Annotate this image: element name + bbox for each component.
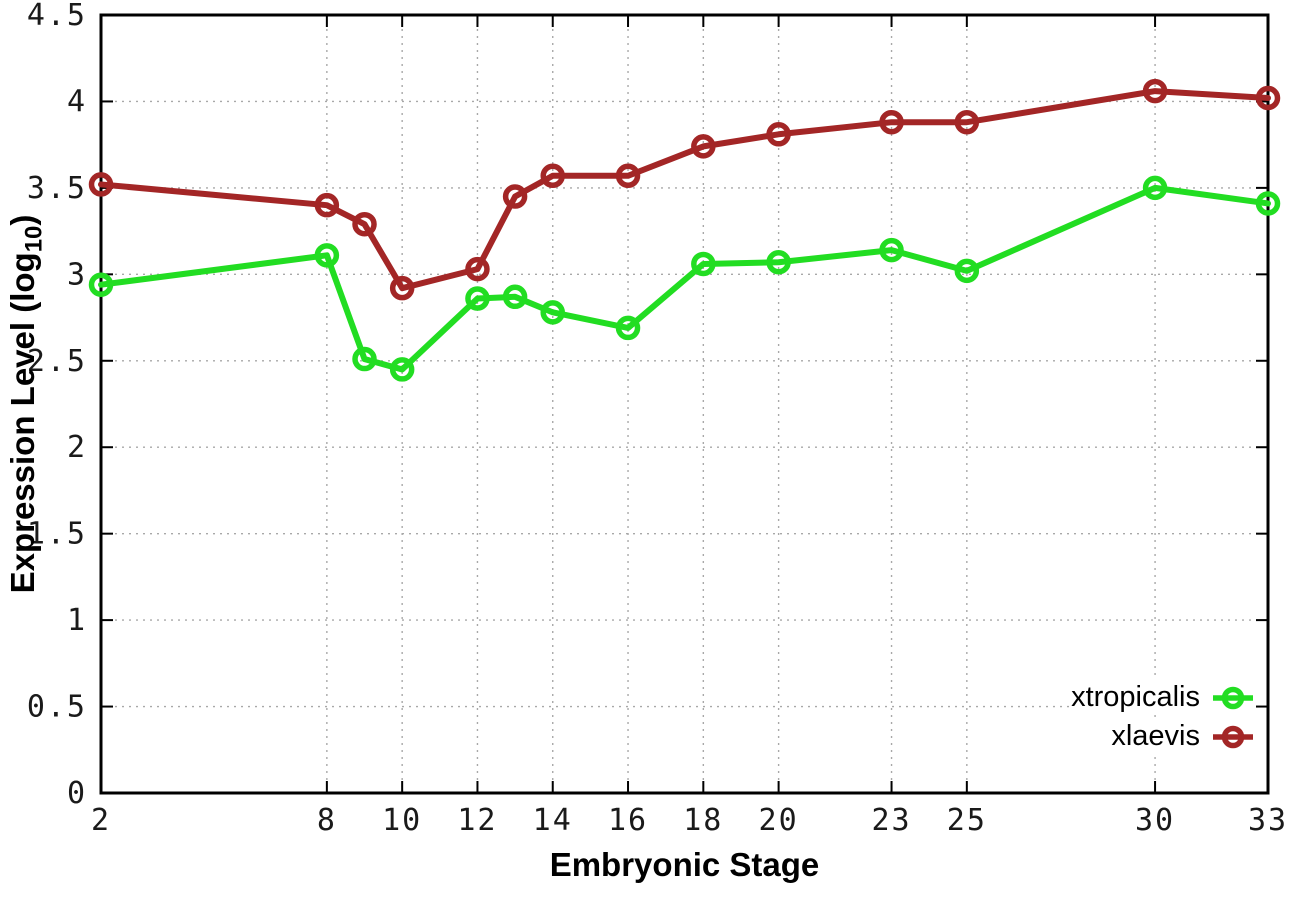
legend: xtropicalis xlaevis <box>1069 680 1256 754</box>
y-tick-label: 2 <box>67 430 87 465</box>
data-point-xtropicalis <box>954 258 980 284</box>
legend-item-xtropicalis: xtropicalis <box>1069 680 1256 715</box>
legend-item-xlaevis: xlaevis <box>1109 719 1256 754</box>
data-point-xlaevis <box>1255 85 1281 111</box>
x-tick-label: 16 <box>608 803 648 838</box>
data-point-xlaevis <box>88 172 114 197</box>
x-tick-label: 10 <box>382 803 422 838</box>
data-point-xtropicalis <box>314 243 340 268</box>
plot-border <box>99 13 1270 795</box>
data-point-xtropicalis <box>540 300 565 325</box>
series-line-xtropicalis <box>98 184 1271 373</box>
x-tick-label: 23 <box>871 803 911 838</box>
y-axis-label-text: Expression Level (log10) <box>4 214 48 594</box>
data-point-xtropicalis <box>879 237 904 263</box>
x-tick-label: 2 <box>91 803 111 838</box>
data-point-xtropicalis <box>352 346 377 372</box>
y-tick-label: 0 <box>67 776 87 811</box>
line-point-marker-icon <box>1213 725 1253 748</box>
y-tick-label: 1 <box>67 603 87 638</box>
legend-label-xtropicalis: xtropicalis <box>1071 681 1200 713</box>
series-line-xlaevis <box>98 88 1271 292</box>
x-tick-label: 8 <box>317 803 337 838</box>
y-tick-label: 4.5 <box>27 0 87 33</box>
x-tick-label: 30 <box>1135 803 1175 838</box>
x-axis-label: Embryonic Stage <box>549 846 820 883</box>
data-point-xtropicalis <box>766 249 791 275</box>
data-point-xlaevis <box>1142 78 1168 104</box>
y-tick-label: 4 <box>67 84 87 119</box>
data-point-xtropicalis <box>502 284 528 310</box>
data-point-xlaevis <box>615 163 641 189</box>
data-point-xlaevis <box>314 192 340 218</box>
data-point-xlaevis <box>502 184 528 209</box>
y-tick-label: 3.5 <box>27 171 87 206</box>
x-tick-label: 33 <box>1248 803 1288 838</box>
data-point-xtropicalis <box>1255 191 1281 216</box>
x-tick-label: 12 <box>457 803 497 838</box>
data-point-xtropicalis <box>88 272 114 297</box>
data-point-xtropicalis <box>465 286 490 311</box>
data-point-xlaevis <box>766 122 791 147</box>
legend-label-xlaevis: xlaevis <box>1111 720 1200 752</box>
data-point-xlaevis <box>879 109 904 135</box>
data-point-xtropicalis <box>691 251 716 277</box>
data-point-xlaevis <box>691 134 716 159</box>
x-tick-label: 18 <box>683 803 723 838</box>
data-point-xlaevis <box>954 109 980 135</box>
data-point-xtropicalis <box>389 357 415 382</box>
data-point-xlaevis <box>540 163 565 189</box>
data-point-xlaevis <box>352 211 377 237</box>
data-point-xlaevis <box>389 275 415 301</box>
y-tick-label: 2.5 <box>27 344 87 379</box>
data-point-xtropicalis <box>615 315 641 341</box>
x-tick-label: 25 <box>947 803 987 838</box>
y-tick-label: 1.5 <box>27 517 87 552</box>
data-point-xtropicalis <box>1142 175 1168 201</box>
data-point-xlaevis <box>465 256 490 282</box>
x-tick-label: 14 <box>533 803 573 838</box>
y-tick-label: 0.5 <box>27 690 87 725</box>
line-point-marker-icon <box>1213 686 1253 709</box>
x-tick-label: 20 <box>759 803 799 838</box>
y-tick-label: 3 <box>67 257 87 292</box>
